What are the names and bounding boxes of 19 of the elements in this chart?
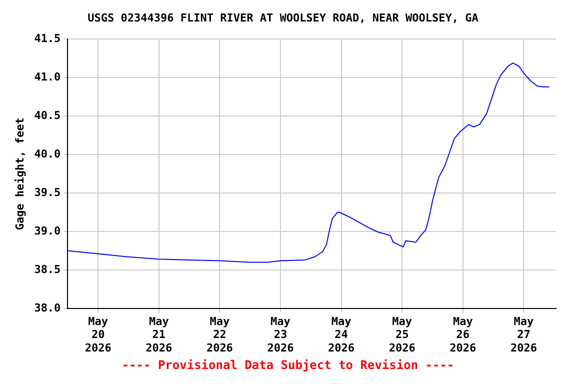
y-tick-label: 39.0 <box>34 224 61 238</box>
y-tick-label: 41.5 <box>34 32 61 46</box>
x-tick-label: May 21 2026 <box>146 314 173 354</box>
x-tick-label: May 20 2026 <box>84 314 112 354</box>
y-tick-label: 38.5 <box>34 262 61 276</box>
x-tick-label: May 26 2026 <box>450 314 477 354</box>
y-axis-title: Gage height, feet <box>13 118 26 230</box>
y-tick-label: 39.5 <box>34 186 61 199</box>
y-tick-label: 40.5 <box>34 108 61 122</box>
x-tick-label: May 23 2026 <box>267 314 294 354</box>
x-tick-label: May 27 2026 <box>510 314 538 354</box>
y-tick-label: 40.0 <box>34 147 61 160</box>
y-tick-label: 38.0 <box>34 301 61 314</box>
x-tick-label: May 25 2026 <box>388 314 416 354</box>
y-tick-label: 41.0 <box>34 70 61 84</box>
x-tick-label: May 22 2026 <box>206 314 234 354</box>
x-tick-label: May 24 2026 <box>328 314 355 354</box>
chart-title: USGS 02344396 FLINT RIVER AT WOOLSEY ROAD, NEAR WOOLSEY, GA <box>88 11 479 24</box>
text: ---- Provisional Data Subject to Revision ---- <box>120 358 456 372</box>
